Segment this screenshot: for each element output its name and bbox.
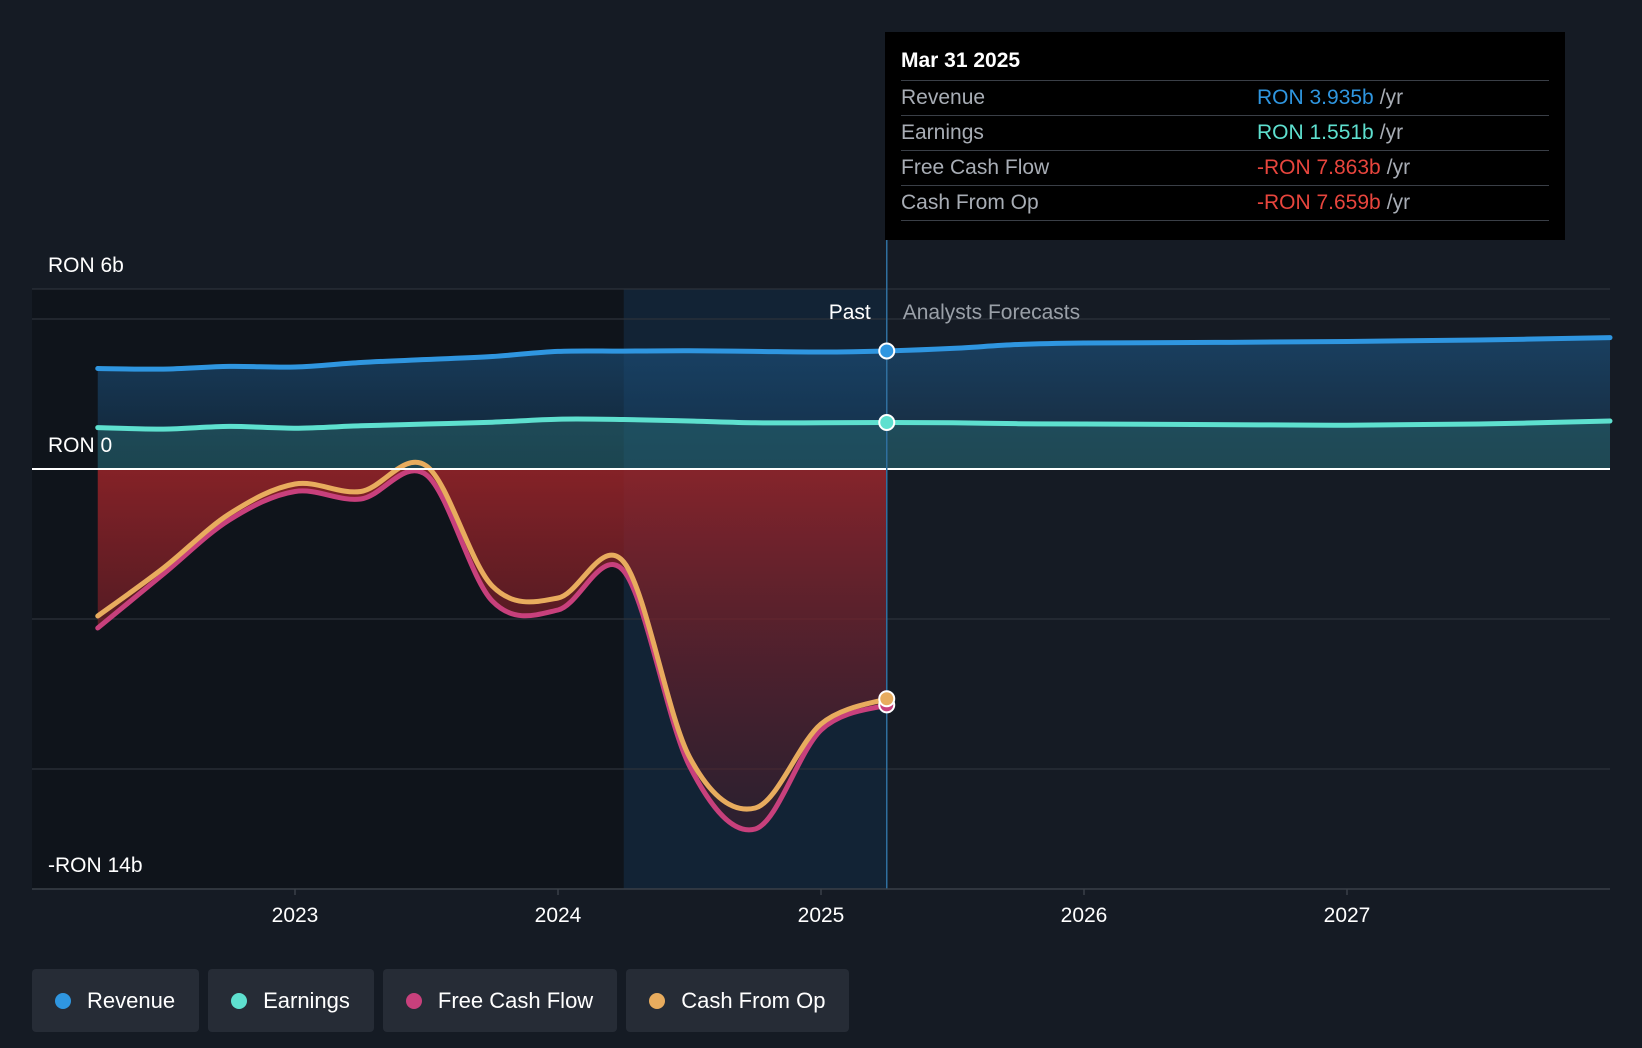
tooltip-unit: /yr bbox=[1386, 156, 1411, 179]
tooltip-unit: /yr bbox=[1379, 86, 1404, 109]
tooltip-label: Earnings bbox=[901, 121, 984, 144]
tooltip-label: Free Cash Flow bbox=[901, 156, 1050, 179]
tooltip-value: RON 3.935b bbox=[1257, 86, 1374, 109]
tooltip-label: Cash From Op bbox=[901, 191, 1039, 214]
legend-label: Earnings bbox=[263, 987, 350, 1013]
earnings-dot-icon bbox=[231, 992, 248, 1009]
tooltip-value: -RON 7.659b bbox=[1257, 191, 1381, 214]
revenue-dot-icon bbox=[55, 992, 71, 1009]
legend-label: Cash From Op bbox=[681, 987, 826, 1013]
tooltip-row-revenue: Revenue RON 3.935b /yr bbox=[901, 81, 1549, 116]
earnings-marker bbox=[878, 413, 896, 431]
tooltip-row-cash-from-op: Cash From Op -RON 7.659b /yr bbox=[901, 186, 1549, 221]
legend-item-earnings[interactable]: Earnings bbox=[208, 969, 374, 1032]
revenue-line bbox=[95, 335, 1613, 372]
x-tick-label: 2023 bbox=[272, 904, 319, 927]
past-label: Past bbox=[829, 301, 871, 324]
legend-label: Revenue bbox=[87, 987, 176, 1013]
series-lines bbox=[95, 335, 1613, 833]
x-tick-label: 2027 bbox=[1324, 904, 1371, 927]
tooltip-unit: /yr bbox=[1379, 121, 1404, 144]
series-areas bbox=[97, 337, 1610, 830]
tooltip-value: -RON 7.863b bbox=[1257, 156, 1381, 179]
legend-item-cash-from-op[interactable]: Cash From Op bbox=[626, 969, 850, 1032]
revenue-marker bbox=[878, 342, 896, 360]
free-cash-flow-dot-icon bbox=[405, 992, 422, 1009]
x-tick-label: 2024 bbox=[535, 904, 582, 927]
revenue-area bbox=[97, 337, 1610, 469]
x-axis-ticks: 2023 2024 2025 2026 2027 bbox=[272, 889, 1371, 927]
x-tick-label: 2025 bbox=[798, 904, 845, 927]
y-label-zero: RON 0 bbox=[48, 434, 112, 457]
earnings-line bbox=[95, 416, 1613, 432]
tooltip: Mar 31 2025 Revenue RON 3.935b /yr Earni… bbox=[885, 32, 1565, 240]
tooltip-date: Mar 31 2025 bbox=[901, 46, 1549, 81]
legend-item-free-cash-flow[interactable]: Free Cash Flow bbox=[382, 969, 618, 1032]
tooltip-markers bbox=[878, 342, 896, 714]
forecast-label: Analysts Forecasts bbox=[903, 301, 1080, 324]
y-label-bottom: -RON 14b bbox=[48, 854, 143, 877]
legend-label: Free Cash Flow bbox=[437, 987, 594, 1013]
legend: Revenue Earnings Free Cash Flow Cash Fro… bbox=[32, 969, 850, 1032]
tooltip-row-free-cash-flow: Free Cash Flow -RON 7.863b /yr bbox=[901, 151, 1549, 186]
free-cash-flow-line bbox=[95, 468, 890, 833]
y-label-top: RON 6b bbox=[48, 254, 124, 277]
cash-from-op-marker bbox=[878, 690, 896, 708]
x-tick-label: 2026 bbox=[1061, 904, 1108, 927]
free-cash-flow-area bbox=[97, 469, 887, 830]
tooltip-unit: /yr bbox=[1386, 191, 1411, 214]
tooltip-row-earnings: Earnings RON 1.551b /yr bbox=[901, 116, 1549, 151]
earnings-area bbox=[97, 419, 1610, 469]
cash-from-op-dot-icon bbox=[649, 992, 666, 1009]
tooltip-label: Revenue bbox=[901, 86, 986, 109]
tooltip-value: RON 1.551b bbox=[1257, 121, 1374, 144]
cash-from-op-line bbox=[95, 459, 890, 812]
chart-area: RON 6b RON 0 -RON 14b Past Analysts Fore… bbox=[32, 240, 1613, 927]
legend-item-revenue[interactable]: Revenue bbox=[32, 969, 200, 1032]
